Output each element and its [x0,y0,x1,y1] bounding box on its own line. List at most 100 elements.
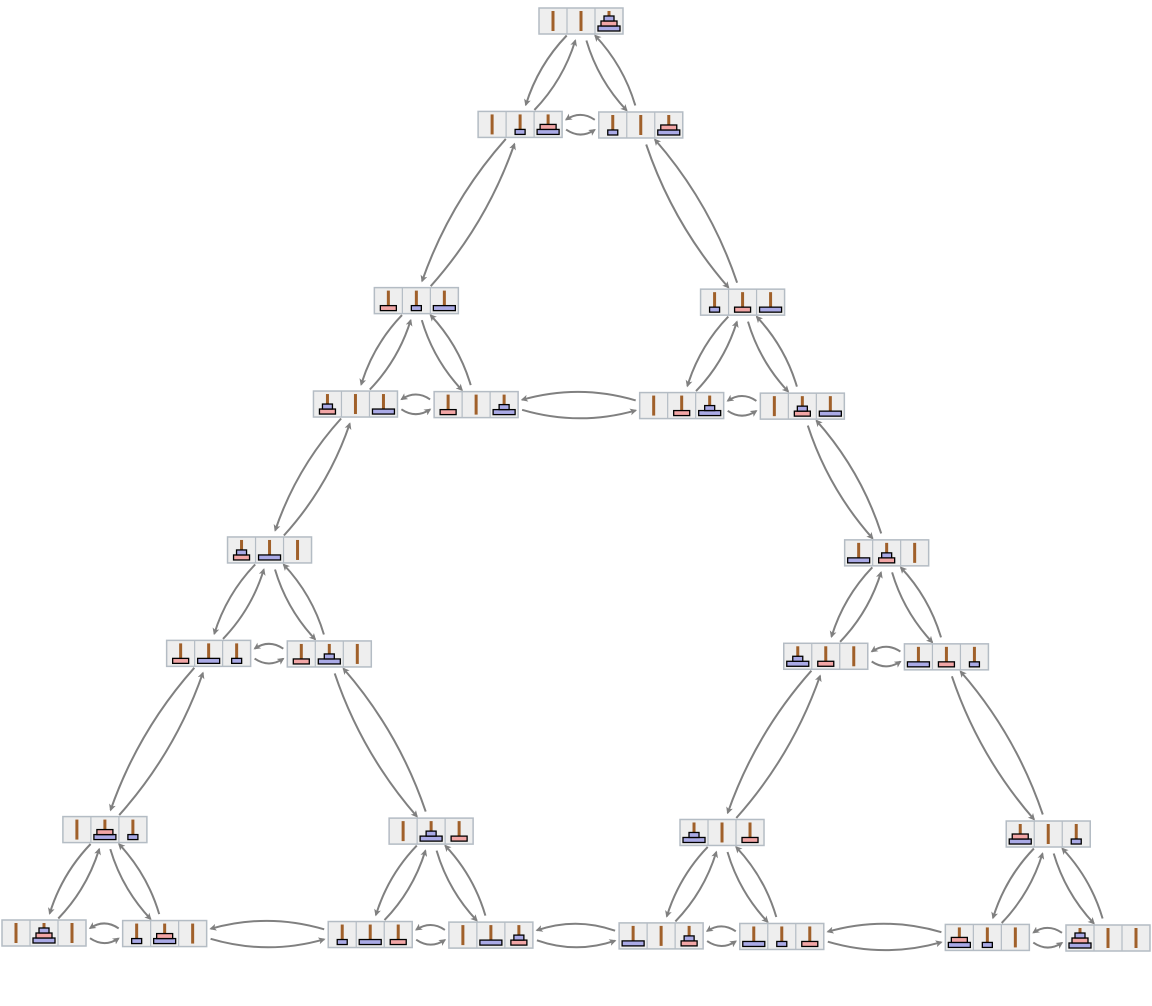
disk [704,404,716,412]
disk [981,941,993,949]
disk [786,660,810,667]
move-arrow [210,937,326,949]
move-arrow [726,394,757,402]
disk [673,409,691,417]
disk [818,410,842,417]
disk [950,936,968,944]
move-arrow [899,566,942,638]
move-arrow [891,572,934,644]
disk [1071,937,1089,944]
disk [688,831,700,839]
move-arrow [829,566,874,639]
disk [881,552,893,559]
move-arrow [826,922,942,934]
move-arrow [282,563,325,635]
disk [680,940,698,947]
move-arrow [1032,926,1063,934]
move-arrow [726,670,813,815]
move-arrow [420,138,507,283]
disk [603,15,615,22]
disk [796,405,808,412]
disk [419,835,443,842]
move-arrow [755,315,798,387]
state-node [538,7,624,35]
disk [657,129,681,136]
disk [1068,942,1092,949]
move-arrow [415,923,446,931]
disk [35,932,53,939]
state-node [388,817,474,845]
disk [708,306,721,313]
move-arrow [57,847,101,920]
disk [235,549,248,556]
move-arrow [535,922,616,932]
disk [878,557,896,564]
move-arrow [429,314,472,386]
move-arrow [109,667,196,812]
disk [321,403,334,410]
state-node [1,919,87,947]
move-arrow [283,422,352,537]
move-arrow [815,419,883,534]
state-node [226,536,313,564]
move-arrow [585,40,628,112]
nodes [1,7,1151,952]
state-node [327,920,413,949]
disk [127,833,139,841]
move-arrow [950,675,1036,821]
move-arrow [274,569,317,641]
disk [600,20,618,27]
disk [156,932,174,940]
move-arrow [705,925,737,933]
move-arrow [839,571,883,643]
move-arrow [674,850,719,923]
disk [1011,833,1029,840]
move-arrow [726,851,769,924]
move-arrow [118,671,205,816]
disk [131,937,143,945]
move-arrow [827,940,943,952]
move-arrow [222,568,266,640]
disk [698,409,722,417]
state-node [312,390,399,418]
move-arrow [88,922,120,930]
disk [389,938,407,946]
disk [660,124,678,131]
move-arrow [273,417,342,532]
move-arrow [695,320,739,392]
move-arrow [594,34,637,106]
disk [817,660,835,667]
move-arrow [359,314,403,386]
move-arrow [1061,847,1104,919]
move-arrow [533,39,577,111]
disk [597,25,621,32]
disk [410,304,423,312]
move-arrow [747,321,790,393]
disk [683,935,695,942]
disk [196,657,221,665]
disk [32,937,56,944]
disk [257,554,282,561]
disk [758,306,783,313]
move-arrow [565,128,596,136]
move-arrow [735,674,822,819]
move-arrow [520,390,636,402]
disk [947,941,971,949]
disk [906,661,931,668]
disk [318,408,337,415]
disk [733,306,752,313]
move-arrow [870,645,901,653]
move-arrow [109,848,152,921]
move-arrow [1000,852,1045,924]
move-arrow [212,563,256,636]
disk [539,123,557,131]
disk [968,661,981,668]
disk [232,554,251,561]
move-arrow [420,319,463,392]
move-arrow [735,845,778,918]
move-arrow [254,657,285,665]
disk [96,828,114,836]
disk [432,304,457,312]
state-node [739,922,825,951]
